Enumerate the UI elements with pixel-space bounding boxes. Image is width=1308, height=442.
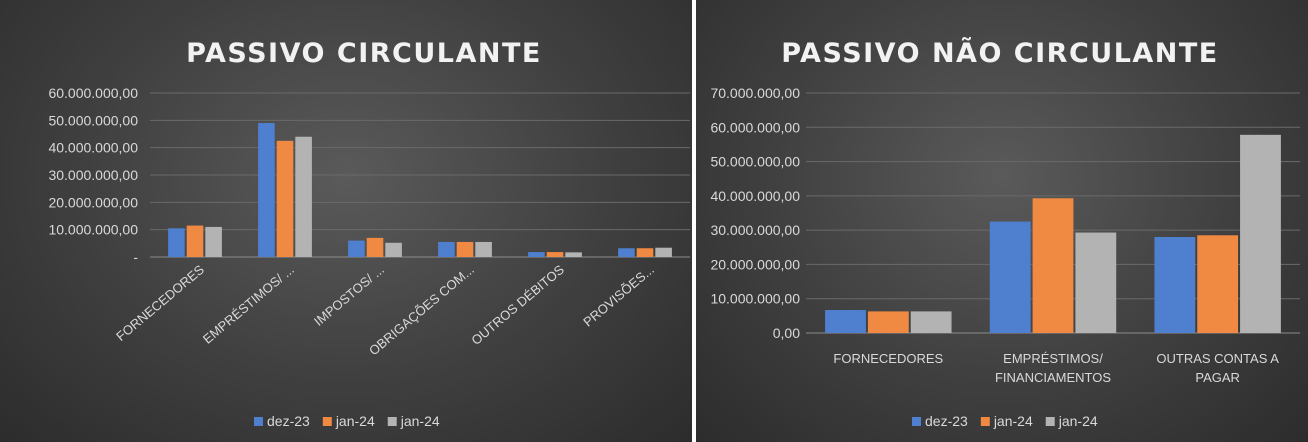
chart-title: PASSIVO CIRCULANTE — [186, 38, 542, 69]
bar — [989, 221, 1031, 333]
bar — [205, 226, 222, 257]
bar — [276, 140, 294, 257]
chart-panel-passivo-circulante: PASSIVO CIRCULANTE - 10.000.000,00 20.000.… — [0, 0, 692, 442]
bar — [295, 136, 312, 257]
legend-entry: dez-23 — [925, 413, 968, 429]
category-label: OUTROS DÉBITOS — [468, 262, 567, 348]
bar — [168, 228, 185, 257]
legend-entry: jan-24 — [1058, 413, 1098, 429]
bar — [1154, 237, 1196, 333]
category-label: IMPOSTOS/ ... — [311, 262, 387, 329]
bar — [546, 252, 564, 257]
bar — [366, 237, 384, 257]
category-label: FORNECEDORES — [113, 262, 207, 344]
y-tick-label: 50.000.000,00 — [48, 112, 138, 128]
bar — [910, 311, 952, 333]
category-label: FORNECEDORES — [833, 351, 943, 366]
y-tick-label: 20.000.000,00 — [48, 194, 138, 210]
bar — [385, 242, 402, 257]
category-label: PAGAR — [1195, 370, 1240, 385]
bar — [1032, 198, 1074, 333]
legend-swatch — [980, 417, 990, 426]
bar — [438, 241, 455, 257]
y-tick-label: 50.000.000,00 — [710, 154, 800, 170]
bar — [565, 252, 582, 257]
legend-entry: dez-23 — [267, 413, 310, 429]
y-tick-label: 60.000.000,00 — [710, 119, 800, 135]
bar — [475, 241, 492, 257]
legend-swatch — [387, 417, 397, 426]
category-label: FINANCIAMENTOS — [995, 370, 1111, 385]
bar — [1197, 235, 1239, 333]
bar — [1075, 232, 1117, 333]
bar — [655, 247, 672, 257]
chart-panel-passivo-nao-circulante: PASSIVO NÃO CIRCULANTE 0,00 10.000.000,00… — [696, 0, 1308, 442]
y-tick-label: 30.000.000,00 — [48, 167, 138, 183]
legend-swatch — [322, 417, 332, 426]
category-label: PROVISÕES... — [580, 262, 657, 330]
y-tick-label: 30.000.000,00 — [710, 222, 800, 238]
chart-title: PASSIVO NÃO CIRCULANTE — [781, 37, 1219, 69]
bar — [1240, 134, 1281, 333]
bar — [348, 240, 365, 257]
bar — [258, 123, 275, 257]
bar — [186, 225, 204, 257]
passivo-circulante-chart: PASSIVO CIRCULANTE - 10.000.000,00 20.000.… — [48, 38, 690, 429]
passivo-nao-circulante-chart: PASSIVO NÃO CIRCULANTE 0,00 10.000.000,00… — [710, 37, 1300, 429]
y-tick-label: 60.000.000,00 — [48, 85, 138, 101]
legend-entry: jan-24 — [335, 413, 375, 429]
legend-entry: jan-24 — [993, 413, 1033, 429]
y-tick-label: 10.000.000,00 — [710, 291, 800, 307]
legend-swatch — [254, 417, 263, 426]
legend: dez-23 jan-24 jan-24 — [254, 413, 440, 429]
category-label: EMPRÉSTIMOS/ — [1003, 351, 1103, 366]
y-tick-label: 40.000.000,00 — [710, 188, 800, 204]
bar — [636, 248, 654, 257]
category-label: OUTRAS CONTAS A — [1156, 351, 1279, 366]
legend-swatch — [912, 417, 921, 426]
y-tick-label: 0,00 — [773, 325, 800, 341]
y-tick-label: 40.000.000,00 — [48, 140, 138, 156]
bar — [528, 252, 545, 257]
bar — [825, 310, 866, 333]
legend-swatch — [1045, 417, 1055, 426]
y-tick-label: - — [133, 249, 138, 265]
legend: dez-23 jan-24 jan-24 — [912, 413, 1098, 429]
y-tick-label: 10.000.000,00 — [48, 222, 138, 238]
bar — [456, 241, 474, 257]
bar — [867, 311, 909, 333]
y-tick-label: 20.000.000,00 — [710, 256, 800, 272]
category-label: EMPRÉSTIMOS/ ... — [200, 262, 297, 347]
bar — [618, 248, 635, 257]
y-tick-label: 70.000.000,00 — [710, 85, 800, 101]
legend-entry: jan-24 — [400, 413, 440, 429]
